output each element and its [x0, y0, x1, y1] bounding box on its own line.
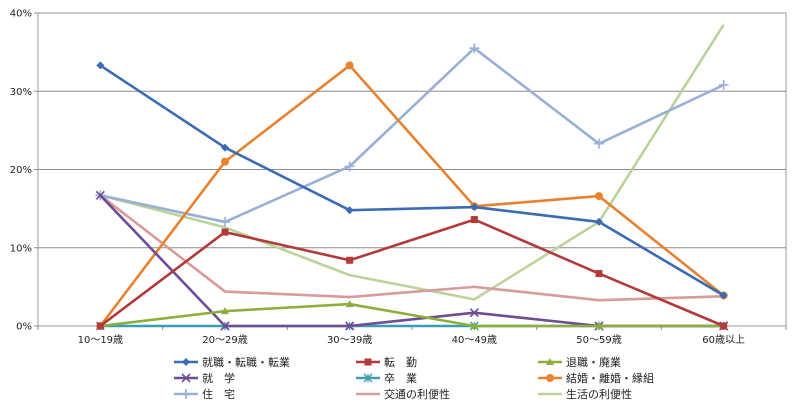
data-point [182, 358, 190, 366]
y-tick-label: 40% [10, 9, 32, 20]
legend-item: 就 学 [174, 371, 235, 385]
series [95, 24, 729, 331]
data-point [546, 358, 554, 365]
series-line [100, 302, 724, 328]
data-point [221, 157, 229, 166]
gridlines [38, 90, 786, 249]
data-point [595, 322, 603, 329]
series-group [96, 61, 728, 300]
data-point [595, 192, 603, 201]
data-point [719, 291, 728, 300]
legend-item: 卒 業 [356, 371, 417, 385]
data-point [220, 216, 230, 227]
data-point [96, 61, 105, 70]
x-tick-label: 20～29歳 [202, 334, 247, 346]
series-group [99, 194, 724, 302]
data-point [470, 216, 478, 224]
legend-item: 結婚・離婚・縁組 [538, 371, 654, 385]
data-point [95, 190, 105, 200]
legend-label: 結婚・離婚・縁組 [566, 371, 654, 385]
x-tick-label: 10～19歳 [78, 334, 123, 346]
legend-label: 転 勤 [384, 356, 417, 369]
x-tick-label: 60歳以上 [702, 334, 745, 346]
series-group [100, 24, 725, 301]
y-tick-label: 10% [10, 243, 32, 254]
legend-label: 交通の利便性 [384, 387, 450, 401]
legend-label: 就職・転職・転業 [202, 355, 290, 369]
series-line [100, 46, 725, 224]
data-point [546, 374, 554, 382]
data-point [181, 389, 191, 399]
data-point [221, 228, 229, 236]
data-point [221, 307, 229, 315]
data-point [469, 308, 479, 318]
data-point [595, 217, 603, 226]
series-group [96, 216, 728, 330]
data-point [345, 321, 355, 331]
legend-label: 退職・廃業 [566, 355, 621, 369]
data-point [363, 373, 373, 383]
data-point [220, 321, 230, 331]
axes: 0% 10% 20% 30% 40% 10～19歳 20～29歳 30～39歳 40～49歳 50… [10, 9, 787, 346]
data-point [364, 358, 372, 366]
legend: 就職・転職・転業 転 勤 退職・廃業就 学 卒 業 結婚・離婚・縁組住 宅 交通の利便性 生… [174, 355, 654, 401]
series-group [95, 43, 729, 227]
data-point [594, 138, 604, 149]
data-point [470, 322, 479, 329]
legend-item: 生活の利便性 [538, 387, 632, 401]
data-point [718, 79, 729, 90]
data-point [720, 322, 728, 330]
legend-item: 退職・廃業 [538, 355, 621, 369]
data-point [221, 143, 229, 152]
data-point [346, 256, 354, 264]
legend-label: 生活の利便性 [566, 387, 632, 401]
y-tick-label: 20% [10, 165, 32, 176]
data-point [345, 300, 354, 308]
data-point [470, 203, 479, 212]
legend-label: 住 宅 [202, 387, 235, 401]
y-tick-label: 30% [10, 87, 32, 98]
data-point [469, 43, 480, 54]
data-point [345, 206, 354, 215]
y-tick-label: 0% [16, 322, 32, 333]
data-point [96, 322, 104, 330]
data-point [345, 61, 354, 70]
series-line [99, 64, 725, 297]
legend-item: 住 宅 [174, 387, 235, 401]
data-point [595, 270, 603, 278]
series-line [100, 24, 725, 301]
series-line [99, 218, 725, 328]
legend-item: 交通の利便性 [356, 387, 450, 401]
legend-label: 卒 業 [384, 371, 417, 385]
data-point [181, 373, 191, 383]
series-line [99, 194, 724, 302]
x-tick-label: 40～49歳 [452, 334, 497, 346]
data-point [344, 161, 355, 172]
legend-item: 転 勤 [356, 356, 417, 369]
legend-item: 就職・転職・転業 [174, 355, 290, 369]
series-line [99, 64, 725, 327]
x-tick-label: 50～59歳 [576, 334, 621, 346]
legend-label: 就 学 [202, 371, 235, 385]
x-tick-label: 30～39歳 [327, 334, 372, 346]
